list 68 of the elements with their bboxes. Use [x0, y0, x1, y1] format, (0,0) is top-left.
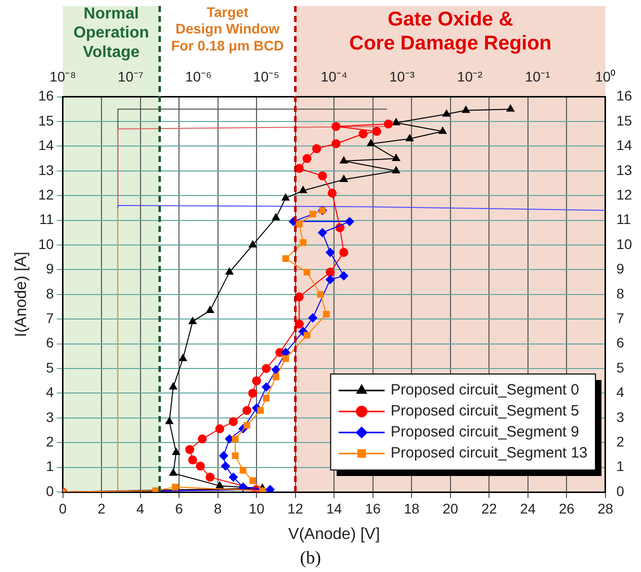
x-tick-label: 18 [404, 500, 420, 516]
x-tick-label: 22 [481, 500, 498, 516]
x-tick-label: 26 [558, 500, 575, 516]
y-tick-label: 10 [38, 236, 54, 252]
y-tick-label: 0 [46, 482, 54, 499]
x2-tick-label: 10⁻⁴ [320, 68, 348, 84]
y-tick-label: 1 [46, 458, 54, 474]
x2-tick-label: 10⁻⁸ [50, 68, 76, 84]
y2-tick-label: 14 [616, 137, 632, 154]
x2-tick-label: 10⁻⁵ [253, 68, 280, 84]
x-tick-label: 6 [175, 500, 184, 516]
y-tick-label: 15 [38, 112, 54, 128]
y2-tick-label: 1 [616, 458, 624, 474]
band-label: Target Design Window For 0.18 μm BCD [171, 4, 284, 54]
x-tick-label: 10 [248, 500, 265, 516]
y-tick-label: 6 [46, 334, 54, 351]
y-tick-label: 16 [38, 88, 54, 104]
text: (b) [300, 548, 321, 568]
band-label: Normal Operation Voltage [73, 5, 150, 61]
y2-tick-label: 16 [616, 88, 632, 104]
y-tick-label: 9 [46, 260, 54, 277]
y-tick-label: 12 [38, 186, 54, 202]
y2-tick-label: 15 [616, 112, 632, 128]
x-tick-label: 14 [326, 500, 342, 516]
x2-tick-label: 10⁻¹ [524, 68, 551, 84]
y-axis-title: I(Anode) [A] [13, 252, 30, 338]
y2-tick-label: 5 [616, 359, 624, 376]
y-tick-label: 3 [46, 408, 54, 425]
x-axis-title: V(Anode) [V] [288, 526, 380, 543]
x2-tick-label: 10⁻⁶ [185, 68, 212, 84]
y2-tick-label: 13 [616, 162, 632, 178]
y2-tick-label: 11 [616, 211, 632, 228]
x2-tick-label: 10⁰ [595, 68, 616, 84]
y2-tick-label: 7 [616, 310, 624, 326]
x-tick-label: 8 [214, 500, 222, 516]
x2-tick-label: 10⁻² [457, 68, 483, 84]
x-tick-label: 20 [442, 500, 458, 516]
y2-tick-label: 2 [616, 433, 624, 450]
x-tick-label: 2 [98, 500, 106, 516]
y-tick-label: 14 [38, 137, 54, 154]
band-label: Gate Oxide & Core Damage Region [349, 8, 552, 55]
x-tick-label: 28 [598, 500, 614, 516]
x-tick-label: 4 [136, 500, 144, 516]
y-tick-label: 4 [46, 384, 54, 400]
y2-tick-label: 12 [616, 186, 632, 202]
y2-tick-label: 8 [616, 285, 624, 302]
y-tick-label: 8 [46, 285, 54, 302]
legend-label: Proposed circuit_Segment 0 [390, 382, 580, 399]
y-tick-label: 11 [39, 211, 54, 228]
x2-tick-label: 10⁻⁷ [118, 68, 144, 84]
y-tick-label: 13 [38, 162, 54, 178]
y2-tick-label: 0 [616, 482, 624, 499]
y2-tick-label: 6 [616, 334, 624, 351]
x2-tick-label: 10⁻³ [389, 68, 415, 84]
y2-tick-label: 10 [616, 236, 632, 252]
legend-label: Proposed circuit_Segment 5 [390, 402, 580, 420]
x-tick-label: 24 [520, 500, 536, 516]
y-tick-label: 2 [46, 433, 54, 450]
y-tick-label: 5 [46, 359, 54, 376]
y2-tick-label: 9 [616, 260, 624, 277]
legend-label: Proposed circuit_Segment 13 [390, 444, 588, 462]
legend-label: Proposed circuit_Segment 9 [390, 424, 580, 441]
x-tick-label: 12 [288, 500, 304, 516]
x-tick-label: 0 [58, 500, 67, 516]
y2-tick-label: 4 [616, 384, 624, 400]
y2-tick-label: 3 [616, 408, 624, 425]
y-tick-label: 7 [46, 310, 54, 326]
x-tick-label: 16 [365, 500, 381, 516]
